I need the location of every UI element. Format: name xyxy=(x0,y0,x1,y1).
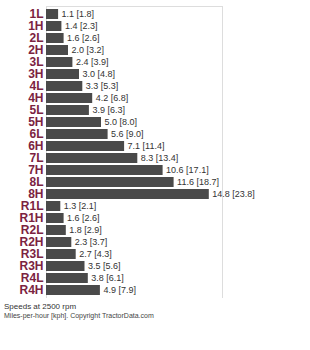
svg-text:R2L: R2L xyxy=(20,223,44,238)
svg-text:2.3 [3.7]: 2.3 [3.7] xyxy=(75,237,108,247)
svg-text:7.1 [11.4]: 7.1 [11.4] xyxy=(128,141,165,151)
svg-text:R3H: R3H xyxy=(19,259,44,274)
svg-text:10.6 [17.1]: 10.6 [17.1] xyxy=(166,165,209,175)
svg-text:5H: 5H xyxy=(28,115,44,130)
svg-text:6L: 6L xyxy=(29,127,44,142)
html-text:Speeds at 2500 rpm: Speeds at 2500 rpm xyxy=(4,302,76,311)
svg-text:R2H: R2H xyxy=(19,235,44,250)
svg-text:3H: 3H xyxy=(28,67,44,82)
svg-text:1.6 [2.6]: 1.6 [2.6] xyxy=(67,33,100,43)
svg-text:1.3 [2.1]: 1.3 [2.1] xyxy=(64,201,97,211)
svg-text:2H: 2H xyxy=(28,43,44,58)
svg-text:R1L: R1L xyxy=(20,199,44,214)
svg-text:R3L: R3L xyxy=(20,247,44,262)
svg-text:3.0 [4.8]: 3.0 [4.8] xyxy=(83,69,116,79)
svg-text:3.3 [5.3]: 3.3 [5.3] xyxy=(86,81,119,91)
svg-text:3L: 3L xyxy=(29,55,44,70)
svg-text:1.6 [2.6]: 1.6 [2.6] xyxy=(67,213,100,223)
svg-text:11.6 [18.7]: 11.6 [18.7] xyxy=(177,177,219,187)
svg-text:R1H: R1H xyxy=(19,211,44,226)
svg-text:2.0 [3.2]: 2.0 [3.2] xyxy=(72,45,105,55)
svg-text:4H: 4H xyxy=(28,91,44,106)
svg-text:5.0 [8.0]: 5.0 [8.0] xyxy=(105,117,138,127)
svg-text:8L: 8L xyxy=(29,175,44,190)
html-text:Miles-per-hour [kph]. Copyrigh: Miles-per-hour [kph]. Copyright TractorD… xyxy=(4,312,154,319)
svg-text:2.7 [4.3]: 2.7 [4.3] xyxy=(79,249,112,259)
svg-text:4L: 4L xyxy=(29,79,44,94)
svg-text:5.6 [9.0]: 5.6 [9.0] xyxy=(111,129,144,139)
svg-text:1H: 1H xyxy=(28,19,44,34)
svg-text:R4L: R4L xyxy=(20,271,44,286)
svg-text:4.2 [6.8]: 4.2 [6.8] xyxy=(96,93,129,103)
svg-text:5L: 5L xyxy=(29,103,44,118)
svg-text:6H: 6H xyxy=(28,139,44,154)
svg-text:1.8 [2.9]: 1.8 [2.9] xyxy=(69,225,102,235)
svg-text:7H: 7H xyxy=(28,163,44,178)
svg-text:3.8 [6.1]: 3.8 [6.1] xyxy=(91,273,124,283)
svg-text:7L: 7L xyxy=(29,151,44,166)
svg-text:2.4 [3.9]: 2.4 [3.9] xyxy=(76,57,109,67)
svg-text:3.5 [5.6]: 3.5 [5.6] xyxy=(88,261,121,271)
svg-text:1.1 [1.8]: 1.1 [1.8] xyxy=(62,9,95,19)
svg-text:3.9 [6.3]: 3.9 [6.3] xyxy=(92,105,125,115)
svg-text:8.3 [13.4]: 8.3 [13.4] xyxy=(141,153,179,163)
svg-text:14.8 [23.8]: 14.8 [23.8] xyxy=(212,189,255,199)
svg-text:8H: 8H xyxy=(28,187,44,202)
svg-text:2L: 2L xyxy=(29,31,44,46)
svg-text:1.4 [2.3]: 1.4 [2.3] xyxy=(65,21,98,31)
svg-text:R4H: R4H xyxy=(19,283,43,297)
svg-text:1L: 1L xyxy=(29,7,44,22)
svg-text:4.9 [7.9]: 4.9 [7.9] xyxy=(103,285,136,295)
